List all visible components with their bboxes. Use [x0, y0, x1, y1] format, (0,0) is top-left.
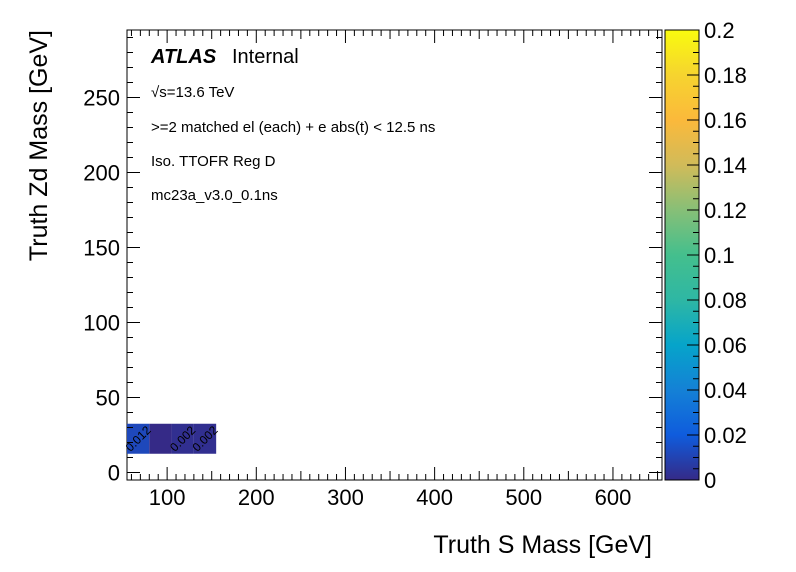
- y-axis-title: Truth Zd Mass [GeV]: [25, 30, 53, 261]
- colorbar-tick-label: 0.12: [704, 198, 747, 223]
- x-axis: 100 200 300 400 500 600: [130, 30, 659, 510]
- y-tick-label: 0: [108, 461, 120, 486]
- heatmap-cell: [149, 423, 172, 454]
- y-tick-label: 150: [83, 236, 120, 261]
- x-tick-label: 400: [416, 485, 453, 510]
- colorbar-tick-label: 0.06: [704, 333, 747, 358]
- colorbar-tick-label: 0: [704, 468, 716, 493]
- plot-frame: [126, 29, 663, 481]
- heatmap-cell: [171, 423, 194, 454]
- y-axis: 0 50 100 150 200 250: [83, 37, 662, 486]
- colorbar-tick-label: 0.16: [704, 108, 747, 133]
- colorbar-tick-label: 0.04: [704, 378, 747, 403]
- y-tick-label: 50: [96, 386, 120, 411]
- colorbar-tick-label: 0.02: [704, 423, 747, 448]
- x-tick-label: 600: [595, 485, 632, 510]
- x-tick-label: 300: [327, 485, 364, 510]
- heatmap-cell: [193, 423, 217, 454]
- y-tick-label: 100: [83, 311, 120, 336]
- region-annotation: Iso. TTOFR Reg D: [151, 153, 276, 170]
- sample-annotation: mc23a_v3.0_0.1ns: [151, 187, 278, 204]
- internal-label: Internal: [232, 46, 299, 68]
- x-tick-label: 100: [149, 485, 186, 510]
- colorbar-tick-label: 0.2: [704, 18, 735, 43]
- selection-annotation: >=2 matched el (each) + e abs(t) < 12.5 …: [151, 119, 435, 136]
- heatmap-cells: [127, 423, 217, 454]
- colorbar-tick-label: 0.1: [704, 243, 735, 268]
- colorbar-tick-label: 0.08: [704, 288, 747, 313]
- colorbar-tick-label: 0.14: [704, 153, 747, 178]
- x-axis-title: Truth S Mass [GeV]: [433, 531, 652, 559]
- y-tick-label: 200: [83, 161, 120, 186]
- x-tick-label: 200: [238, 485, 275, 510]
- energy-annotation: √s=13.6 TeV: [151, 84, 234, 101]
- y-tick-label: 250: [83, 86, 120, 111]
- heatmap-cell: [127, 423, 150, 454]
- colorbar-tick-label: 0.18: [704, 63, 747, 88]
- x-tick-label: 500: [505, 485, 542, 510]
- atlas-label: ATLAS: [150, 46, 217, 68]
- colorbar-axis: 0 0.02 0.04 0.06 0.08 0.1 0.12 0.14 0.16 0.18 0.2: [687, 18, 747, 493]
